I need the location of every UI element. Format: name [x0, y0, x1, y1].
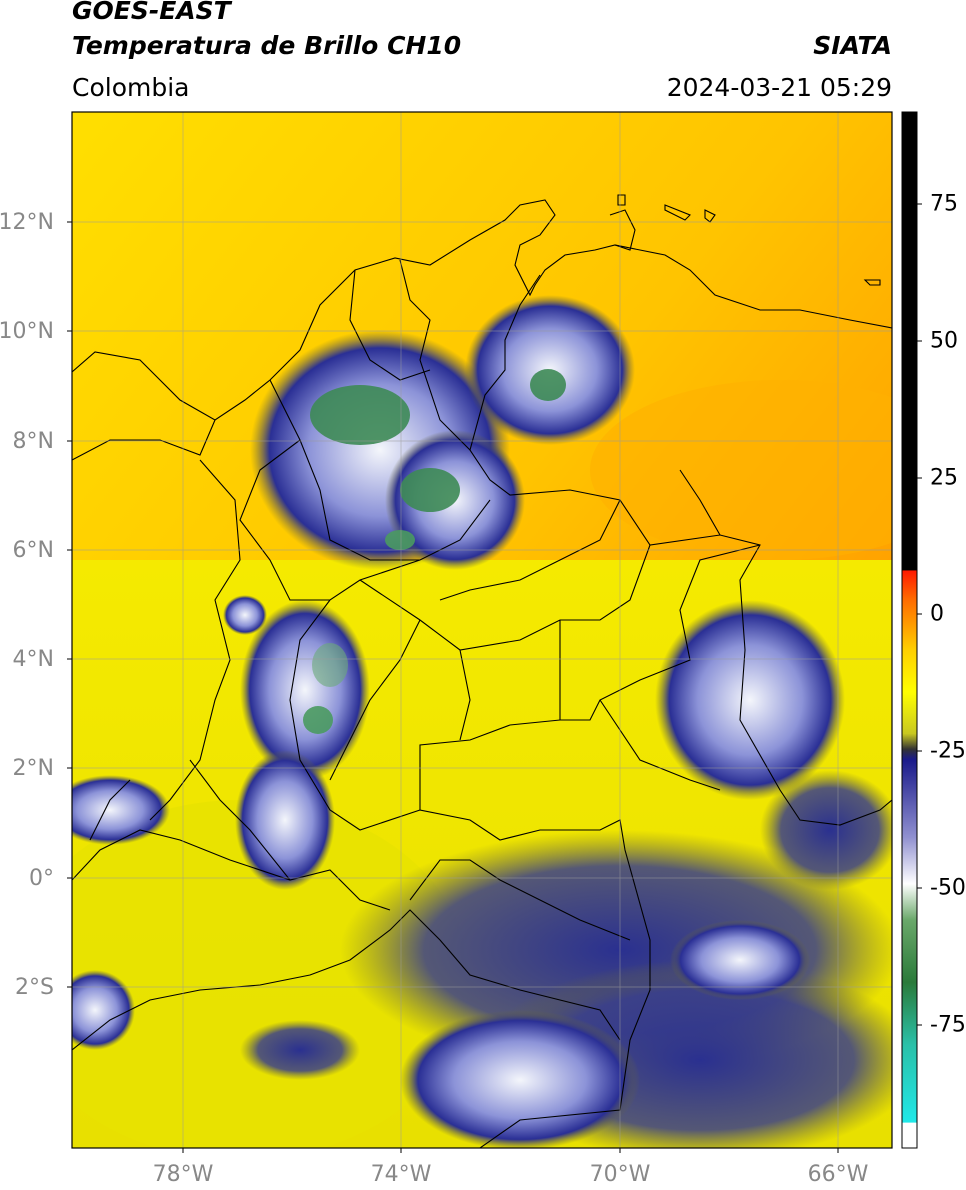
map-frame: [71, 111, 893, 1149]
timestamp-label: 2024-03-21 05:29: [666, 73, 892, 102]
lat-label: 8°N: [12, 429, 54, 454]
lat-label: 0°: [29, 866, 54, 891]
lon-label: 70°W: [589, 1162, 651, 1187]
graticule: [72, 112, 892, 1148]
satellite-title: GOES-EAST: [72, 0, 231, 25]
colorbar-label: 75: [930, 191, 958, 217]
lon-label: 66°W: [807, 1162, 869, 1187]
colorbar-label: 0: [930, 601, 944, 627]
axis-ticks: [67, 221, 839, 1153]
lat-label: 2°S: [15, 975, 54, 1000]
organization-label: SIATA: [813, 31, 892, 60]
colorbar-label: 25: [930, 465, 958, 491]
product-title: Temperatura de Brillo CH10: [72, 31, 462, 60]
colorbar-label: -25: [930, 738, 966, 764]
lat-label: 10°N: [0, 319, 54, 344]
lat-label: 4°N: [12, 647, 54, 672]
coastlines-borders: [72, 194, 892, 1148]
lat-label: 6°N: [12, 538, 54, 563]
colorbar-frame: [901, 111, 918, 1149]
satellite-image: [72, 112, 892, 1148]
colorbar-label: 50: [930, 328, 958, 354]
lat-label: 2°N: [12, 756, 54, 781]
colorbar-label: -75: [930, 1012, 966, 1038]
colorbar-label: -50: [930, 875, 966, 901]
lon-label: 78°W: [152, 1162, 214, 1187]
colorbar: [902, 112, 917, 1148]
lat-label: 12°N: [0, 210, 54, 235]
colorbar-ticks: [917, 203, 922, 1026]
lon-label: 74°W: [370, 1162, 432, 1187]
region-label: Colombia: [72, 73, 190, 102]
